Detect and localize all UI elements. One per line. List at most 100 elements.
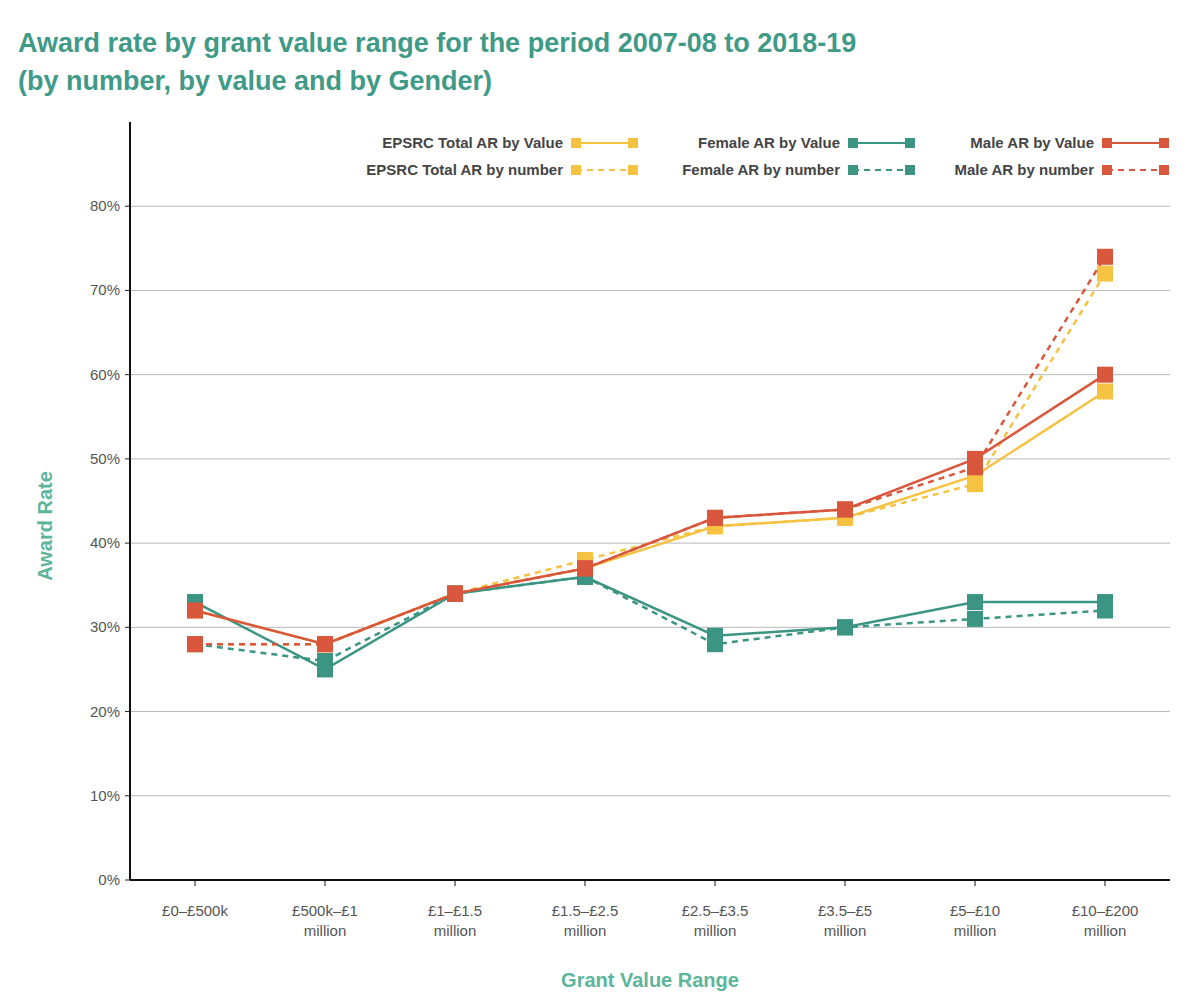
grid-line: [130, 206, 1170, 207]
series-line: [195, 257, 1105, 644]
x-tick-label-line: £10–£200: [1072, 902, 1139, 919]
series-line: [195, 577, 1105, 661]
legend-swatch-line: [853, 142, 910, 144]
legend-swatch-marker: [848, 165, 858, 175]
marker: [1097, 266, 1113, 282]
marker: [967, 611, 983, 627]
x-tick-label-line: million: [694, 922, 737, 939]
grid-line: [130, 458, 1170, 459]
legend-swatch-marker: [1102, 165, 1112, 175]
legend-label: EPSRC Total AR by Value: [382, 134, 563, 151]
legend-swatch-marker: [848, 138, 858, 148]
x-tick-label-line: £2.5–£3.5: [682, 902, 749, 919]
marker: [447, 586, 463, 602]
grid-line: [130, 290, 1170, 291]
marker: [317, 636, 333, 652]
legend-swatch-marker: [628, 165, 638, 175]
x-tick: [1105, 880, 1106, 886]
x-tick-label: £5–£10million: [950, 902, 1000, 939]
legend-label: Female AR by Value: [698, 134, 840, 151]
x-tick: [585, 880, 586, 886]
x-axis-title: Grant Value Range: [561, 969, 739, 991]
y-axis: [129, 122, 131, 880]
legend-swatch-marker: [1102, 138, 1112, 148]
y-tick-label: 30%: [90, 618, 120, 635]
x-tick-label-line: £3.5–£5: [818, 902, 872, 919]
x-tick-label-line: £500k–£1: [292, 902, 358, 919]
x-tick: [325, 880, 326, 886]
x-tick-label-line: million: [434, 922, 477, 939]
y-tick-label: 20%: [90, 703, 120, 720]
y-tick-label: 60%: [90, 366, 120, 383]
marker: [967, 476, 983, 492]
marker: [837, 501, 853, 517]
marker: [707, 510, 723, 526]
y-tick-label: 80%: [90, 197, 120, 214]
series-line: [195, 274, 1105, 645]
x-tick-label-line: million: [304, 922, 347, 939]
marker: [1097, 249, 1113, 265]
marker: [577, 560, 593, 576]
marker: [317, 636, 333, 652]
x-tick-label-line: million: [1084, 922, 1127, 939]
marker: [577, 560, 593, 576]
grid-line: [130, 795, 1170, 796]
marker: [187, 636, 203, 652]
x-tick: [975, 880, 976, 886]
subtitle: (by number, by value and by Gender): [18, 66, 492, 96]
x-tick-label: £3.5–£5million: [818, 902, 872, 939]
chart: Award rate by grant value range for the …: [0, 0, 1200, 1008]
marker: [837, 619, 853, 635]
legend-swatch-marker: [905, 165, 915, 175]
series-line: [195, 577, 1105, 670]
marker: [317, 653, 333, 669]
grid-line: [130, 374, 1170, 375]
x-tick: [845, 880, 846, 886]
marker: [447, 586, 463, 602]
grid-line: [130, 627, 1170, 628]
marker: [317, 636, 333, 652]
legend-swatch-line: [1107, 142, 1164, 144]
x-tick-label-line: £5–£10: [950, 902, 1000, 919]
series-line: [195, 375, 1105, 645]
legend-swatch-marker: [571, 138, 581, 148]
x-tick-label-line: £1.5–£2.5: [552, 902, 619, 919]
grid-line: [130, 711, 1170, 712]
legend-swatch-marker: [1159, 165, 1169, 175]
legend-swatch-marker: [628, 138, 638, 148]
legend-swatch-line: [576, 142, 633, 144]
legend-swatch-line: [1107, 169, 1164, 171]
plot-area: [187, 249, 1113, 678]
x-tick-label: £2.5–£3.5 million: [682, 902, 749, 939]
y-tick-label: 70%: [90, 281, 120, 298]
marker: [707, 636, 723, 652]
y-axis-title: Award Rate: [34, 471, 56, 581]
x-tick-label: £0–£500k: [162, 902, 228, 919]
marker: [187, 636, 203, 652]
marker: [967, 594, 983, 610]
x-tick-label: £10–£200 million: [1072, 902, 1139, 939]
marker: [317, 636, 333, 652]
marker: [187, 636, 203, 652]
legend-label: EPSRC Total AR by number: [366, 161, 563, 178]
y-tick-label: 50%: [90, 450, 120, 467]
x-tick-label: £500k–£1 million: [292, 902, 358, 939]
marker: [447, 586, 463, 602]
marker: [1097, 367, 1113, 383]
y-tick-label: 10%: [90, 787, 120, 804]
x-tick: [195, 880, 196, 886]
marker: [967, 459, 983, 475]
marker: [707, 510, 723, 526]
x-tick-label-line: million: [564, 922, 607, 939]
marker: [837, 619, 853, 635]
legend-label: Female AR by number: [682, 161, 840, 178]
x-tick-label-line: £1–£1.5: [428, 902, 482, 919]
marker: [187, 602, 203, 618]
y-tick-label: 0%: [98, 871, 120, 888]
x-tick-label: £1–£1.5 million: [428, 902, 482, 939]
x-tick-label: £1.5–£2.5 million: [552, 902, 619, 939]
legend-swatch-line: [576, 169, 633, 171]
marker: [577, 560, 593, 576]
marker: [447, 586, 463, 602]
marker: [187, 602, 203, 618]
